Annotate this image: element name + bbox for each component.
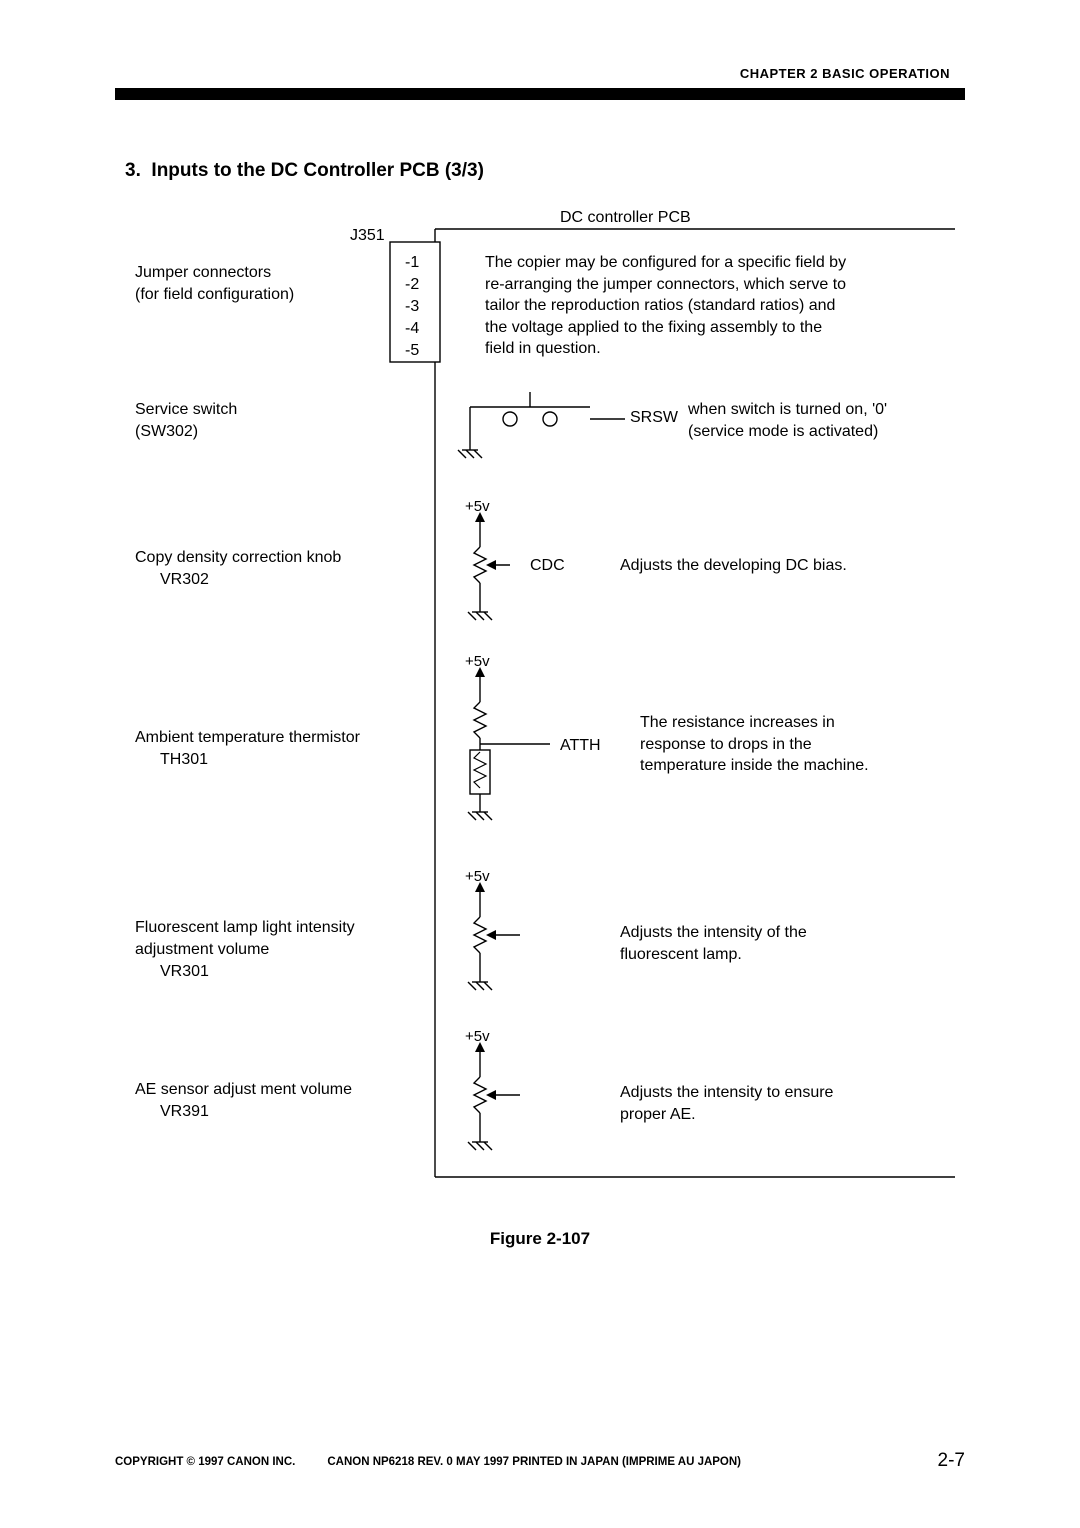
row3-volt: +5v (465, 652, 490, 672)
row1-left-line2: (SW302) (135, 421, 198, 443)
connector-pin-5: -5 (405, 340, 419, 362)
page-number: 2-7 (938, 1450, 965, 1472)
row5-left-line1: AE sensor adjust ment volume (135, 1079, 352, 1101)
connector-pin-3: -3 (405, 296, 419, 318)
row2-volt: +5v (465, 497, 490, 517)
row3-signal: ATTH (560, 735, 601, 757)
row1-left-line1: Service switch (135, 399, 237, 421)
footer-doc: CANON NP6218 REV. 0 MAY 1997 PRINTED IN … (327, 1456, 741, 1468)
section-number: 3. (125, 160, 141, 181)
diagram-area: DC controller PCB (115, 207, 965, 1217)
row2-signal: CDC (530, 555, 565, 577)
row2-right: Adjusts the developing DC bias. (620, 555, 940, 577)
row0-left-line2: (for field configuration) (135, 284, 294, 306)
row0-right: The copier may be configured for a speci… (485, 252, 855, 360)
footer: COPYRIGHT © 1997 CANON INC. CANON NP6218… (115, 1456, 965, 1468)
row4-volt: +5v (465, 867, 490, 887)
row5-volt: +5v (465, 1027, 490, 1047)
row3-left-line2: TH301 (160, 749, 208, 771)
row4-right: Adjusts the intensity of the fluorescent… (620, 922, 880, 965)
row4-left-line1: Fluorescent lamp light intensity (135, 917, 355, 939)
footer-copyright: COPYRIGHT © 1997 CANON INC. (115, 1456, 295, 1468)
row3-right: The resistance increases in response to … (640, 712, 890, 777)
figure-label: Figure 2-107 (115, 1229, 965, 1249)
connector-name: J351 (350, 225, 385, 247)
header-bar: CHAPTER 2 BASIC OPERATION (115, 88, 965, 100)
row1-right: when switch is turned on, '0' (service m… (688, 399, 938, 442)
connector-pin-1: -1 (405, 252, 419, 274)
row0-left-line1: Jumper connectors (135, 262, 271, 284)
row5-left-line2: VR391 (160, 1101, 209, 1123)
chapter-label: CHAPTER 2 BASIC OPERATION (740, 66, 950, 81)
row1-signal: SRSW (630, 407, 678, 429)
connector-pin-2: -2 (405, 274, 419, 296)
section-heading: Inputs to the DC Controller PCB (3/3) (151, 160, 484, 181)
connector-pin-4: -4 (405, 318, 419, 340)
row2-left-line2: VR302 (160, 569, 209, 591)
row2-left-line1: Copy density correction knob (135, 547, 341, 569)
row4-left-line3: VR301 (160, 961, 209, 983)
row5-right: Adjusts the intensity to ensure proper A… (620, 1082, 880, 1125)
row4-left-line2: adjustment volume (135, 939, 269, 961)
row3-left-line1: Ambient temperature thermistor (135, 727, 360, 749)
section-title: 3. Inputs to the DC Controller PCB (3/3) (125, 160, 965, 182)
